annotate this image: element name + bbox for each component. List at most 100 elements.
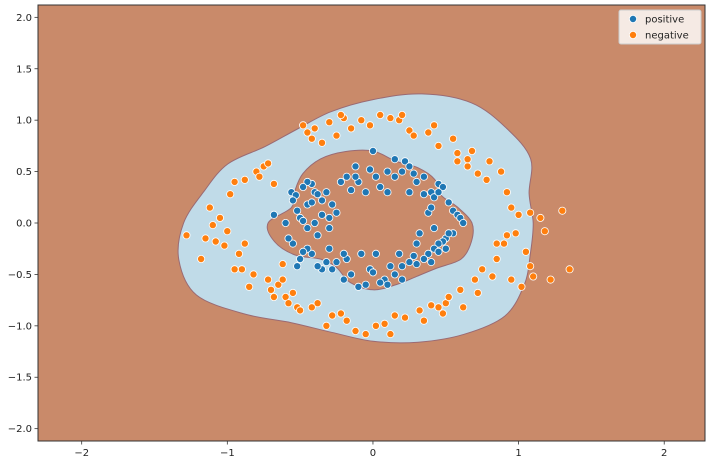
positive-point (390, 270, 399, 279)
x-tick-label: 0 (370, 448, 376, 459)
negative-point (351, 326, 360, 335)
negative-point (303, 128, 312, 137)
negative-point (526, 208, 535, 217)
x-axis: −2 −1 0 1 2 (74, 441, 667, 459)
negative-point (473, 288, 482, 297)
positive-point (336, 177, 345, 186)
positive-point (383, 188, 392, 197)
negative-point (234, 249, 243, 258)
negative-point (482, 175, 491, 184)
negative-point (249, 270, 258, 279)
positive-point (328, 265, 337, 274)
negative-point (467, 146, 476, 155)
positive-point (430, 224, 439, 233)
negative-point (511, 229, 520, 238)
negative-point (317, 138, 326, 147)
legend-box (618, 9, 702, 45)
y-axis: −2.0 −1.5 −1.0 −0.5 0.0 0.5 1.0 1.5 2.0 (8, 13, 38, 435)
negative-point (240, 175, 249, 184)
positive-point (371, 249, 380, 258)
negative-point (405, 126, 414, 135)
positive-point (313, 190, 322, 199)
negative-point (307, 134, 316, 143)
positive-point (400, 157, 409, 166)
positive-point (434, 247, 443, 256)
negative-point (357, 116, 366, 125)
positive-point (409, 169, 418, 178)
positive-point (299, 182, 308, 191)
negative-point (536, 213, 545, 222)
negative-point (310, 124, 319, 133)
negative-point (197, 254, 206, 263)
positive-point (293, 206, 302, 215)
positive-point (281, 218, 290, 227)
negative-point (347, 124, 356, 133)
negative-point (390, 311, 399, 320)
negative-point (502, 231, 511, 240)
negative-point (507, 275, 516, 284)
positive-point (325, 213, 334, 222)
negative-point (558, 206, 567, 215)
negative-point (208, 221, 217, 230)
positive-point (415, 229, 424, 238)
positive-point (376, 278, 385, 287)
legend-label-negative: negative (645, 31, 689, 42)
positive-point (313, 231, 322, 240)
x-tick-label: 1 (515, 448, 521, 459)
negative-point (342, 316, 351, 325)
negative-point (449, 134, 458, 143)
y-tick-label: 0.0 (16, 219, 32, 230)
positive-point (427, 203, 436, 212)
positive-point (339, 249, 348, 258)
negative-point (365, 121, 374, 130)
positive-point (427, 258, 436, 267)
positive-point (390, 155, 399, 164)
negative-point (514, 210, 523, 219)
y-tick-label: 1.0 (16, 116, 32, 127)
negative-point (361, 330, 370, 339)
negative-point (507, 203, 516, 212)
positive-point (459, 218, 468, 227)
positive-point (322, 258, 331, 267)
positive-point (339, 275, 348, 284)
negative-point (269, 292, 278, 301)
positive-point (310, 218, 319, 227)
positive-point (317, 210, 326, 219)
y-tick-label: 2.0 (16, 13, 32, 24)
plot-background (38, 5, 705, 441)
positive-point (322, 188, 331, 197)
positive-point (434, 239, 443, 248)
positive-point (398, 275, 407, 284)
negative-point (497, 167, 506, 176)
y-tick-label: 0.5 (16, 167, 32, 178)
negative-point (473, 169, 482, 178)
positive-point (365, 165, 374, 174)
negative-point (386, 114, 395, 123)
y-tick-label: −2.0 (8, 424, 32, 435)
positive-point (325, 244, 334, 253)
negative-point (492, 254, 501, 263)
negative-point (415, 306, 424, 315)
negative-point (521, 247, 530, 256)
positive-point (325, 224, 334, 233)
positive-point (371, 172, 380, 181)
x-tick-label: −2 (74, 448, 89, 459)
negative-point (332, 131, 341, 140)
negative-point (237, 265, 246, 274)
negative-point (313, 299, 322, 308)
negative-point (211, 237, 220, 246)
positive-point (361, 188, 370, 197)
negative-point (478, 265, 487, 274)
positive-point (284, 234, 293, 243)
positive-point (351, 162, 360, 171)
negative-point (296, 306, 305, 315)
negative-point (274, 280, 283, 289)
legend: positive negative (618, 9, 702, 45)
negative-point (540, 227, 549, 236)
y-tick-label: −0.5 (8, 270, 32, 281)
data-points (182, 111, 574, 339)
positive-point (317, 196, 326, 205)
positive-point (347, 186, 356, 195)
positive-point (351, 172, 360, 181)
negative-point (223, 227, 232, 236)
